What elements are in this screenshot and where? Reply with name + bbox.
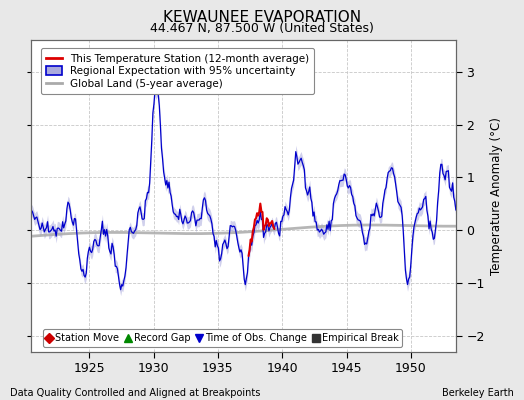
Text: 44.467 N, 87.500 W (United States): 44.467 N, 87.500 W (United States) [150, 22, 374, 35]
Legend: Station Move, Record Gap, Time of Obs. Change, Empirical Break: Station Move, Record Gap, Time of Obs. C… [42, 329, 402, 347]
Text: Data Quality Controlled and Aligned at Breakpoints: Data Quality Controlled and Aligned at B… [10, 388, 261, 398]
Text: KEWAUNEE EVAPORATION: KEWAUNEE EVAPORATION [163, 10, 361, 25]
Y-axis label: Temperature Anomaly (°C): Temperature Anomaly (°C) [490, 117, 503, 275]
Text: Berkeley Earth: Berkeley Earth [442, 388, 514, 398]
